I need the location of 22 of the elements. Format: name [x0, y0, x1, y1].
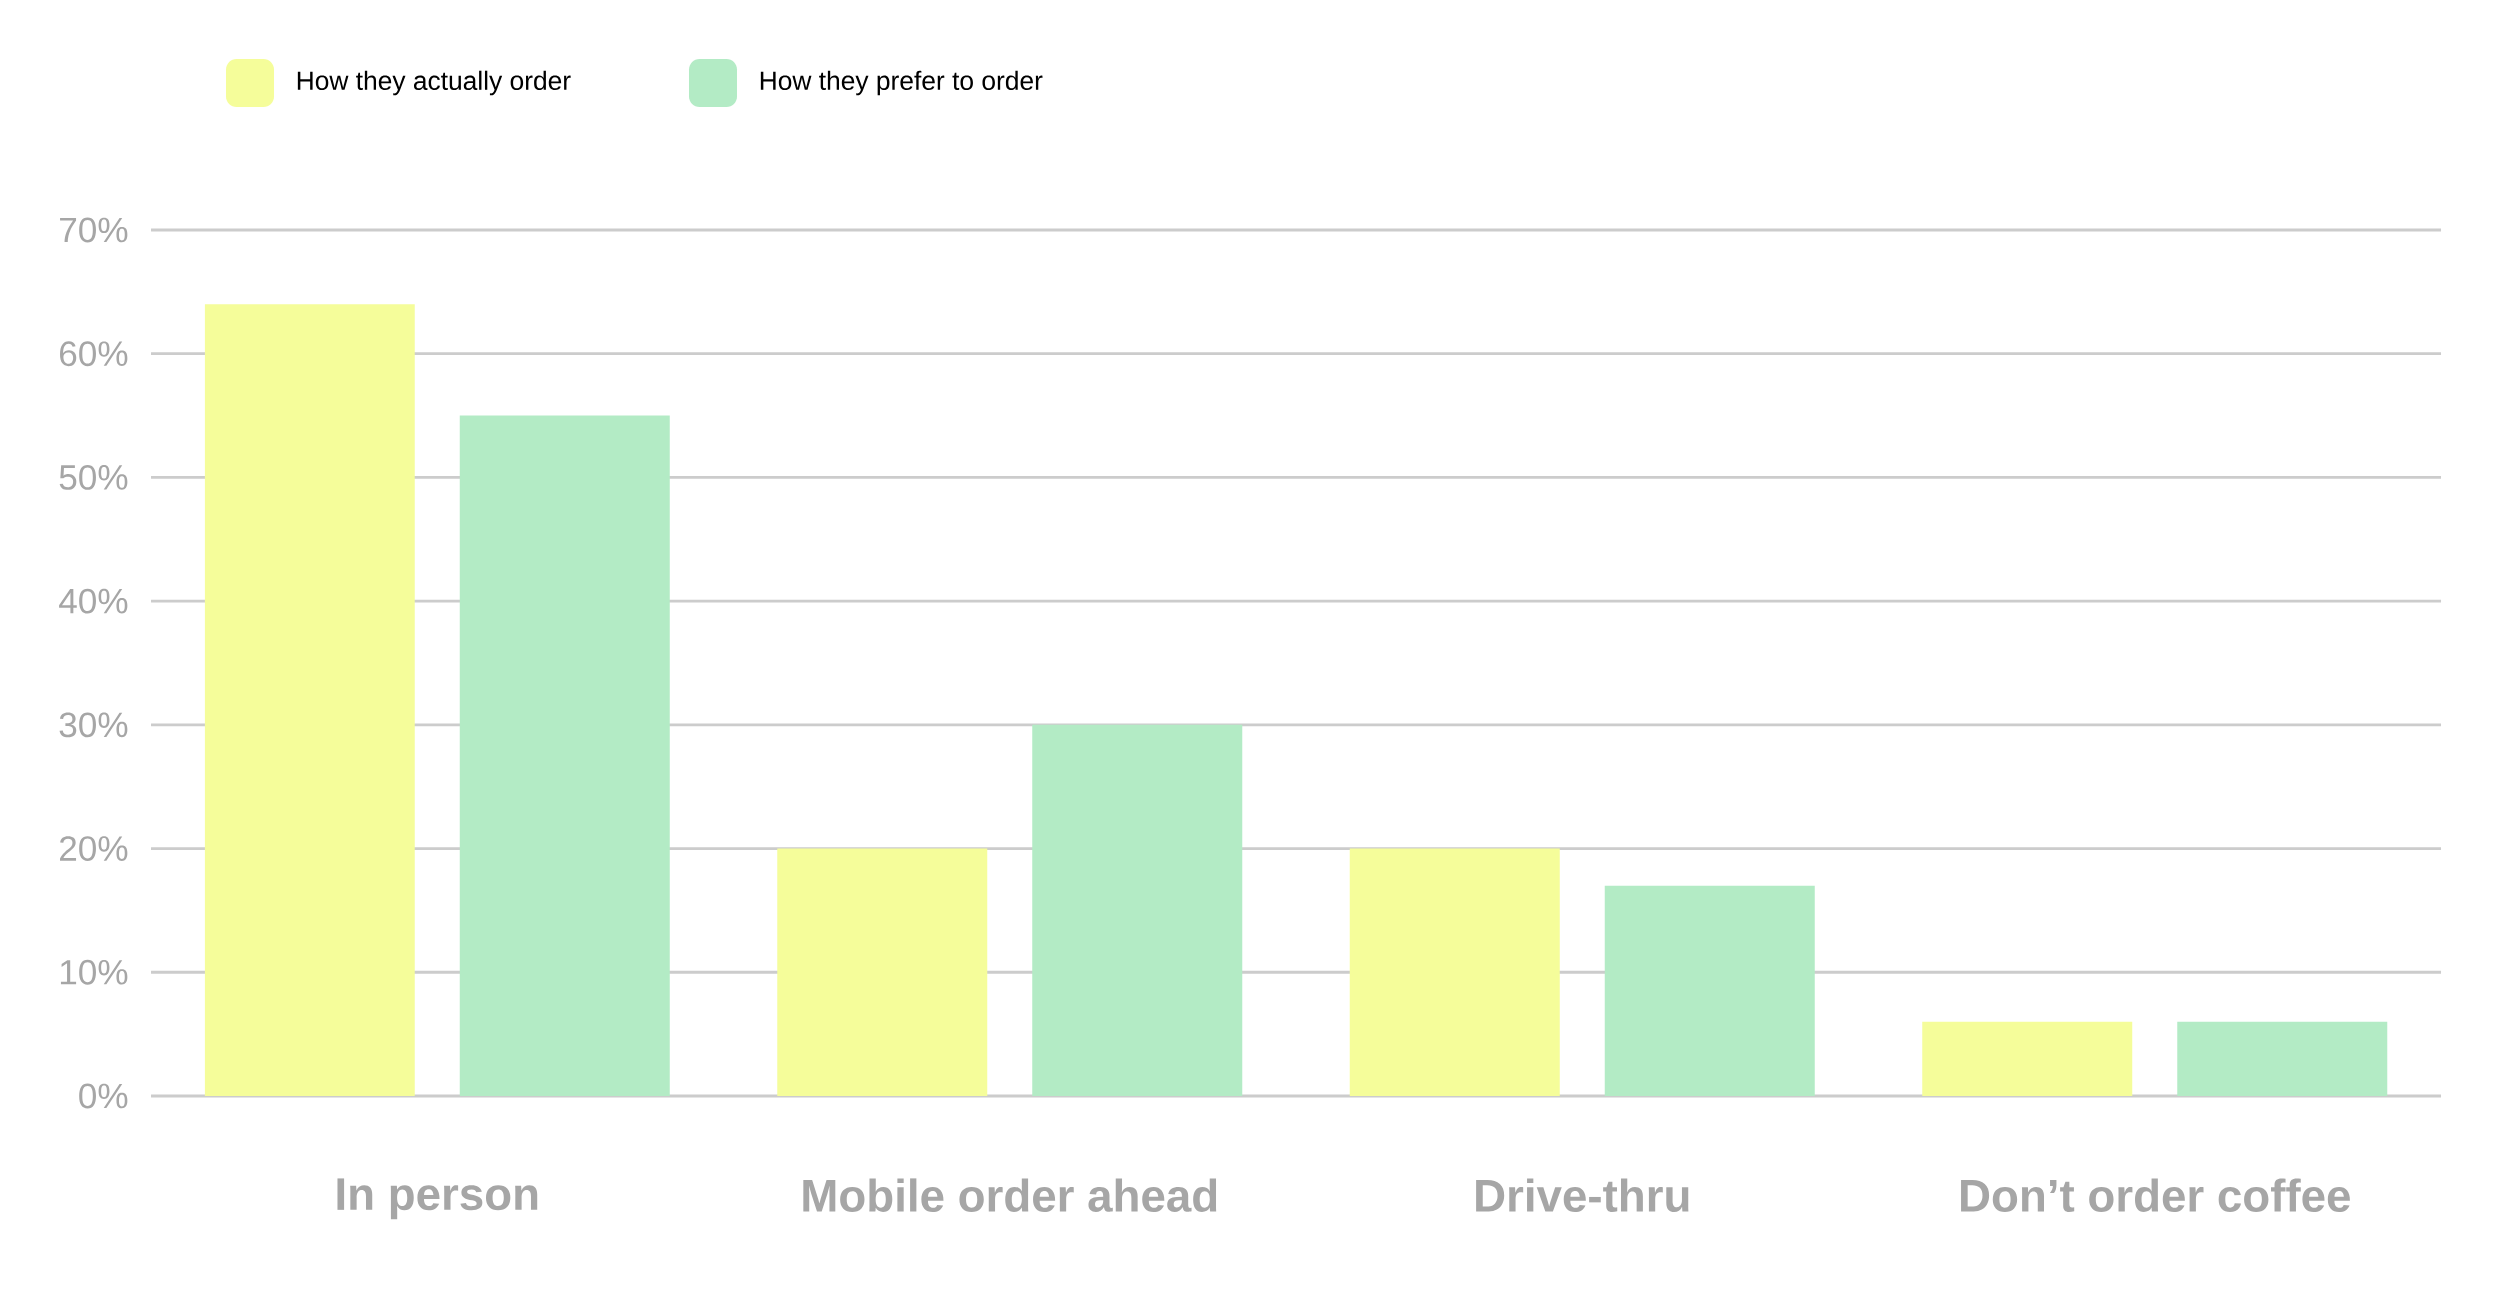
bar: [204, 304, 415, 1096]
x-tick-label: In person: [337, 1178, 538, 1220]
bar: [1032, 724, 1243, 1096]
legend-label: How they prefer to order: [760, 70, 1043, 96]
y-tick-label: 10%: [60, 959, 128, 985]
bar: [2177, 1021, 2388, 1096]
bar: [459, 415, 670, 1096]
x-tick-label: Don’t order coffee: [1961, 1178, 2350, 1212]
bar: [777, 848, 988, 1096]
y-tick-label: 0%: [79, 1083, 128, 1109]
y-tick-label: 70%: [60, 217, 128, 243]
bar: [1349, 848, 1560, 1096]
legend-label: How they actually order: [297, 70, 571, 96]
y-tick-label: 30%: [59, 712, 128, 738]
y-tick-label: 40%: [59, 588, 128, 614]
y-tick-label: 50%: [59, 465, 128, 490]
y-tick-label: 60%: [60, 341, 128, 367]
y-tick-label: 20%: [60, 836, 128, 861]
x-tick-label: Drive-thru: [1476, 1178, 1689, 1212]
bar: [1922, 1021, 2133, 1096]
x-tick-label: Mobile order ahead: [803, 1178, 1217, 1212]
bar: [1604, 885, 1815, 1096]
